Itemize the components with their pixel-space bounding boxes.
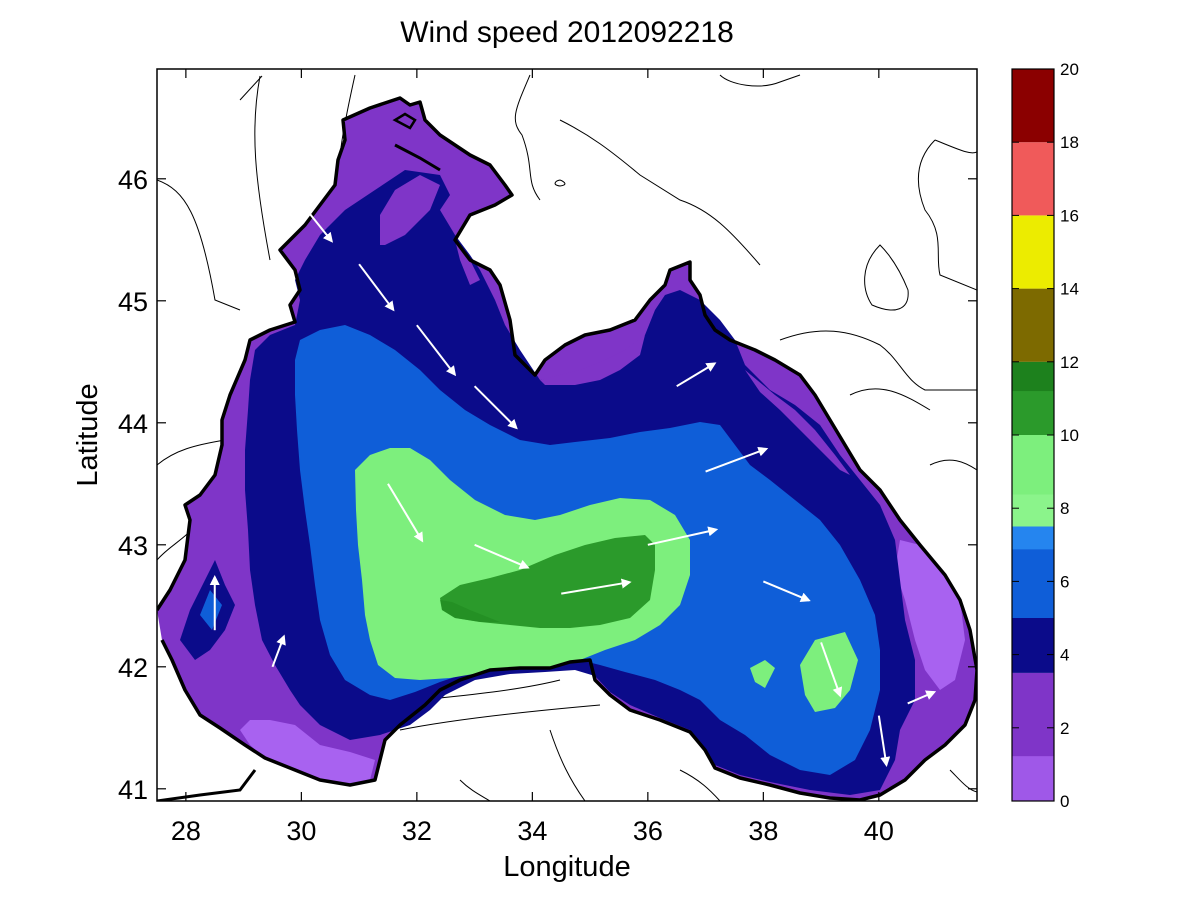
colorbar-band-shade	[1012, 756, 1054, 801]
colorbar-tick-label: 8	[1060, 499, 1069, 518]
wind-arrow	[358, 263, 395, 312]
wind-arrow	[705, 446, 769, 473]
map-area	[157, 69, 977, 801]
x-tick-label: 40	[864, 816, 894, 846]
wind-arrow	[907, 690, 937, 705]
colorbar-tick-label: 18	[1060, 133, 1079, 152]
x-tick-label: 28	[171, 816, 201, 846]
wind-arrow	[877, 715, 891, 767]
x-tick-label: 30	[286, 816, 316, 846]
y-tick-label: 45	[118, 287, 148, 317]
wind-arrow	[473, 385, 518, 430]
y-axis: 41 42 43 44 45 46	[118, 165, 977, 805]
colorbar: 0 2 4 6 8 10 12 14 16 18 20	[1011, 60, 1079, 811]
colorbar-band	[1012, 142, 1054, 216]
wind-arrow	[474, 543, 530, 570]
colorbar-tick-label: 14	[1060, 280, 1079, 299]
wind-arrow	[561, 578, 632, 595]
chart-title: Wind speed 2012092218	[400, 16, 734, 49]
lake-outline	[392, 112, 417, 130]
bosphorus-coast	[157, 769, 257, 801]
x-tick-label: 32	[402, 816, 432, 846]
colorbar-tick-label: 16	[1060, 206, 1079, 225]
colorbar-tick-label: 4	[1060, 646, 1069, 665]
x-axis-label: Longitude	[503, 851, 630, 883]
wind-arrow	[676, 362, 717, 388]
wind-arrow	[271, 634, 286, 668]
y-axis-label: Latitude	[72, 383, 104, 486]
colorbar-band	[1012, 288, 1054, 362]
y-tick-label: 43	[118, 531, 148, 561]
x-tick-label: 38	[748, 816, 778, 846]
sea-filled-contours	[157, 98, 977, 800]
colorbar-band	[1012, 215, 1054, 289]
x-tick-label: 34	[517, 816, 547, 846]
wind-arrow	[820, 642, 843, 698]
x-axis: 28 30 32 34 36 38 40	[171, 69, 894, 846]
colorbar-tick-label: 6	[1060, 572, 1069, 591]
wind-arrow	[647, 526, 719, 546]
y-tick-label: 42	[118, 653, 148, 683]
wind-arrow	[387, 483, 424, 543]
y-tick-label: 46	[118, 165, 148, 195]
coastline	[157, 96, 977, 801]
colorbar-band	[1012, 69, 1054, 143]
colorbar-band-shade	[1012, 361, 1054, 392]
colorbar-tick-label: 2	[1060, 719, 1069, 738]
colorbar-band	[1012, 618, 1054, 673]
land-contour-lines	[157, 74, 977, 801]
colorbar-tick-label: 20	[1060, 60, 1079, 79]
colorbar-band-shade	[1012, 494, 1054, 527]
x-tick-label: 36	[633, 816, 663, 846]
colorbar-tick-label: 10	[1060, 426, 1079, 445]
colorbar-tick-label: 0	[1060, 792, 1069, 811]
wind-arrow	[416, 324, 457, 377]
y-tick-label: 44	[118, 409, 148, 439]
wind-arrow	[762, 580, 811, 602]
y-tick-label: 41	[118, 775, 148, 805]
colorbar-tick-label: 12	[1060, 353, 1079, 372]
colorbar-band-shade	[1012, 526, 1054, 550]
crimea-inner-coast	[394, 143, 441, 172]
wind-vectors	[209, 202, 937, 767]
plot-frame	[156, 68, 978, 802]
wind-arrow	[300, 202, 334, 243]
